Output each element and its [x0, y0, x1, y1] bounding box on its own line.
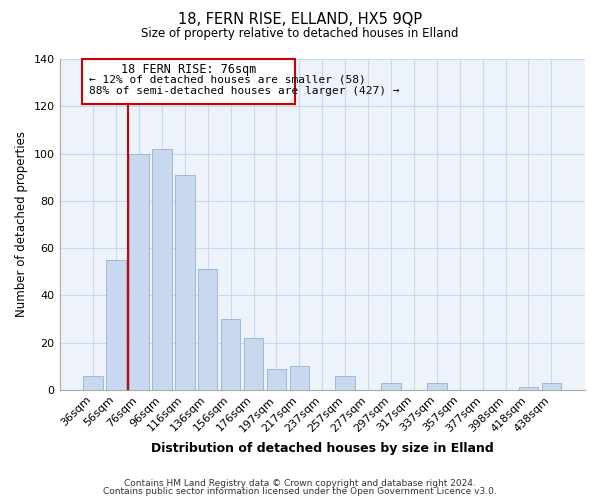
- Bar: [381, 382, 401, 390]
- Bar: [290, 366, 309, 390]
- Bar: [244, 338, 263, 390]
- Text: 18 FERN RISE: 76sqm: 18 FERN RISE: 76sqm: [121, 62, 256, 76]
- Text: Contains public sector information licensed under the Open Government Licence v3: Contains public sector information licen…: [103, 487, 497, 496]
- Bar: [129, 154, 149, 390]
- Bar: [198, 270, 217, 390]
- Bar: [335, 376, 355, 390]
- Bar: [221, 319, 241, 390]
- Text: 18, FERN RISE, ELLAND, HX5 9QP: 18, FERN RISE, ELLAND, HX5 9QP: [178, 12, 422, 28]
- Text: ← 12% of detached houses are smaller (58): ← 12% of detached houses are smaller (58…: [89, 74, 365, 85]
- Bar: [519, 388, 538, 390]
- Bar: [83, 376, 103, 390]
- X-axis label: Distribution of detached houses by size in Elland: Distribution of detached houses by size …: [151, 442, 494, 455]
- Bar: [106, 260, 126, 390]
- Bar: [152, 149, 172, 390]
- Bar: [267, 368, 286, 390]
- FancyBboxPatch shape: [82, 59, 295, 104]
- Text: 88% of semi-detached houses are larger (427) →: 88% of semi-detached houses are larger (…: [89, 86, 399, 96]
- Text: Contains HM Land Registry data © Crown copyright and database right 2024.: Contains HM Land Registry data © Crown c…: [124, 478, 476, 488]
- Bar: [175, 175, 194, 390]
- Bar: [542, 382, 561, 390]
- Y-axis label: Number of detached properties: Number of detached properties: [15, 132, 28, 318]
- Text: Size of property relative to detached houses in Elland: Size of property relative to detached ho…: [141, 28, 459, 40]
- Bar: [427, 382, 446, 390]
